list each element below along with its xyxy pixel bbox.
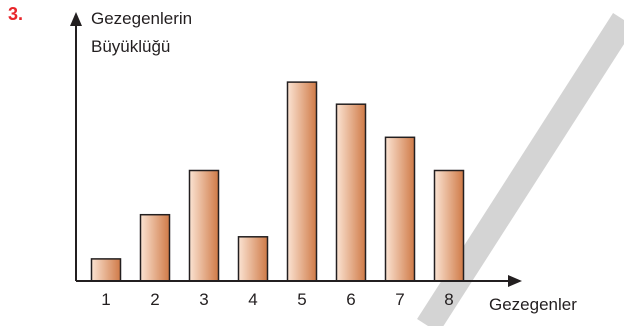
y-axis-label-line-2: Büyüklüğü	[91, 37, 170, 56]
x-tick-label-5: 5	[297, 290, 306, 309]
x-tick-label-7: 7	[395, 290, 404, 309]
x-axis-arrowhead	[508, 275, 522, 287]
question-number: 3.	[8, 4, 23, 24]
x-tick-label-8: 8	[444, 290, 453, 309]
bar-5	[286, 81, 318, 282]
x-tick-label-2: 2	[150, 290, 159, 309]
x-tick-label-3: 3	[199, 290, 208, 309]
bar-1	[90, 258, 122, 282]
bar-3	[188, 169, 220, 282]
x-tick-label-1: 1	[101, 290, 110, 309]
x-tick-label-6: 6	[346, 290, 355, 309]
bar-2	[139, 213, 171, 282]
bar-6	[335, 103, 367, 282]
x-tick-labels: 1 2 3 4 5 6 7 8	[101, 290, 453, 309]
y-axis-arrowhead	[70, 12, 82, 26]
bars-group	[90, 81, 465, 282]
y-axis-label-line-1: Gezegenlerin	[91, 9, 192, 28]
x-tick-label-4: 4	[248, 290, 257, 309]
bar-8	[433, 169, 465, 282]
bar-7	[384, 136, 416, 282]
x-axis-label: Gezegenler	[489, 295, 577, 314]
bar-4	[237, 236, 269, 282]
